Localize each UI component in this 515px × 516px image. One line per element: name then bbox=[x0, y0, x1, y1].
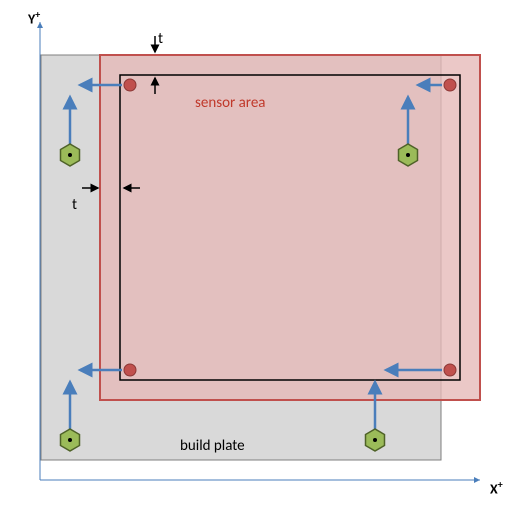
sensor-area-label: sensor area bbox=[195, 94, 265, 112]
dot-tl bbox=[124, 79, 136, 91]
hex-top-right-dot bbox=[406, 153, 410, 157]
hex-top-left-dot bbox=[68, 153, 72, 157]
t-label-top: t bbox=[158, 30, 163, 48]
t-label-left: t bbox=[72, 196, 77, 214]
dot-bl bbox=[124, 364, 136, 376]
dot-tr bbox=[444, 79, 456, 91]
build-plate-label: build plate bbox=[180, 437, 245, 455]
x-axis-label: X+ bbox=[490, 478, 503, 498]
dot-br bbox=[444, 364, 456, 376]
diagram-canvas: Y+ X+ sensor area build plate t t bbox=[0, 0, 515, 516]
sensor-area bbox=[100, 55, 480, 400]
hex-bottom-right-dot bbox=[373, 438, 377, 442]
y-axis-label: Y+ bbox=[28, 8, 40, 28]
diagram-svg bbox=[0, 0, 515, 516]
hex-bottom-left-dot bbox=[68, 438, 72, 442]
